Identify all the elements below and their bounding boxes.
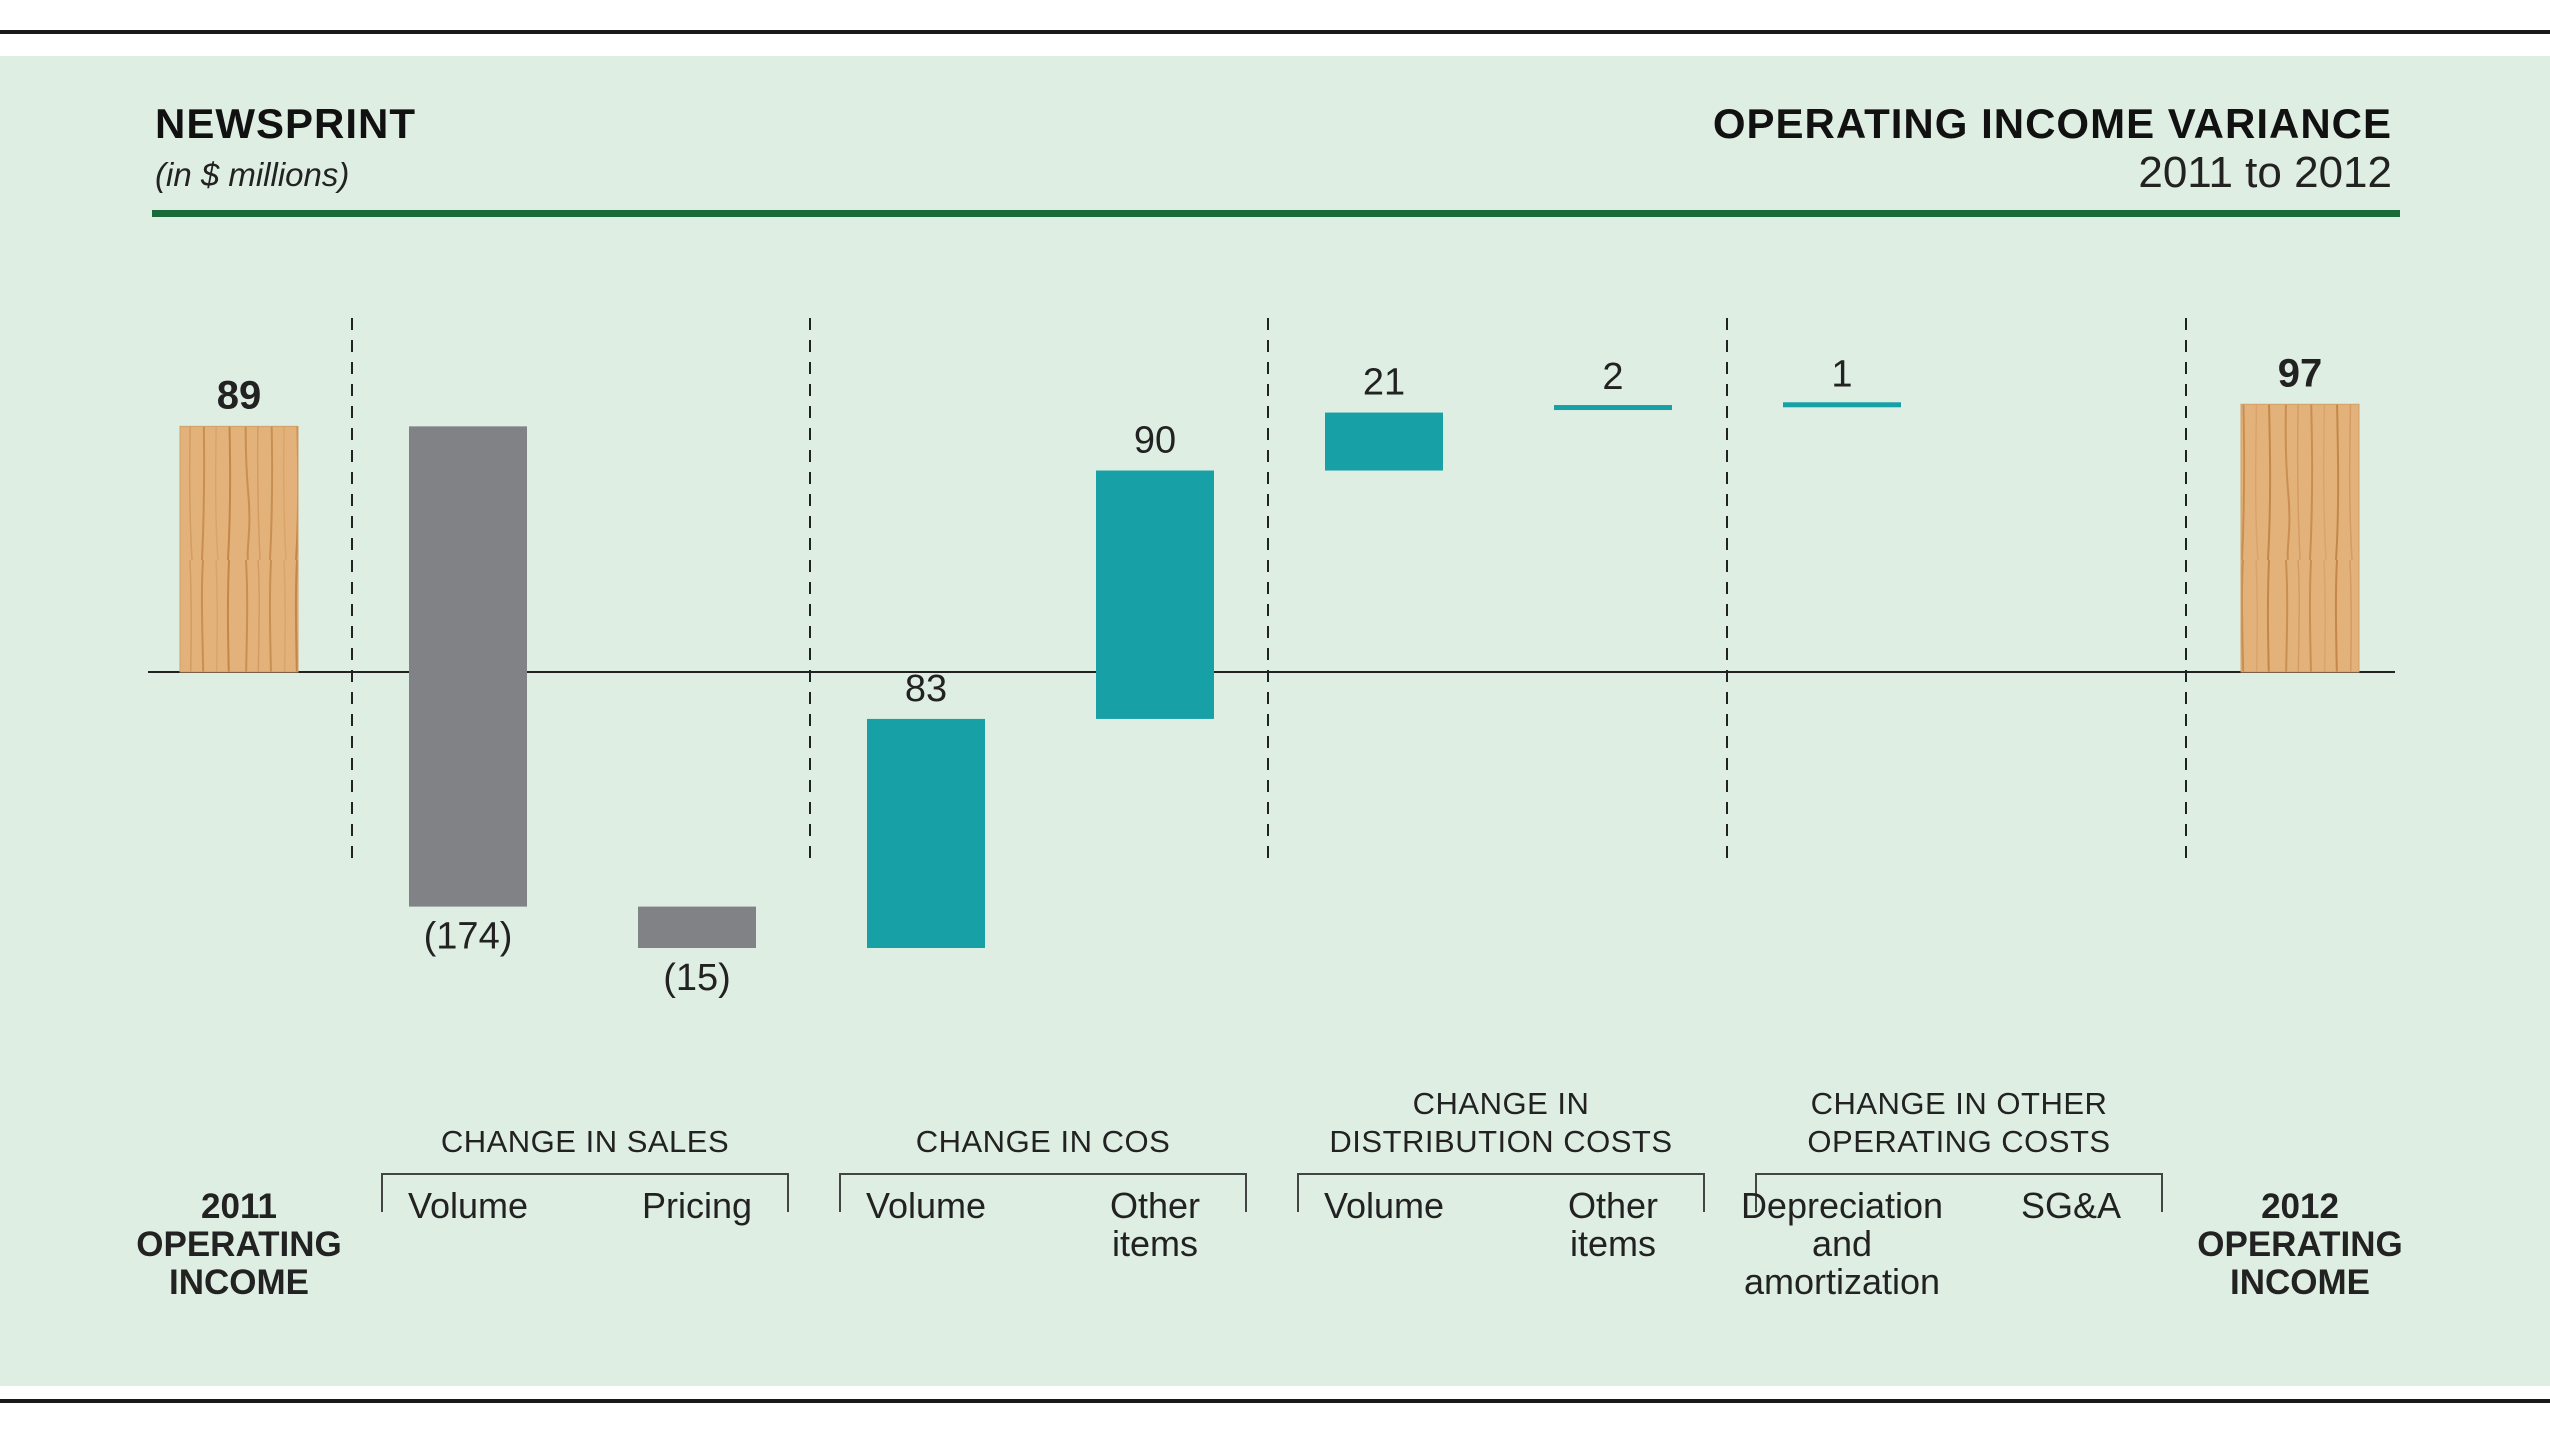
group-bracket-2 [839,1173,1247,1212]
value-label-1: (174) [424,916,513,958]
group-label-2: CHANGE IN COS [916,1124,1171,1159]
chart-title: NEWSPRINT [155,100,416,147]
category-label-4: Other [1110,1185,1200,1226]
category-label-7: and [1812,1223,1872,1264]
category-label-3: Volume [866,1185,986,1226]
category-label-0: 2011 [201,1187,277,1226]
category-label-2: Pricing [642,1185,752,1226]
bar-6-other-items [1554,405,1672,411]
bar-2-pricing [638,906,756,948]
category-label-6: Other [1568,1185,1658,1226]
value-label-5: 21 [1363,362,1405,404]
bar-4-other-items [1096,470,1214,719]
value-label-2: (15) [663,957,731,999]
value-label-6: 2 [1602,356,1623,398]
category-label-9: 2012 [2261,1187,2339,1226]
group-label-4: CHANGE IN OTHER [1811,1086,2108,1121]
value-label-7: 1 [1831,353,1852,395]
category-label-1: Volume [408,1185,528,1226]
category-label-5: Volume [1324,1185,1444,1226]
header-rule [152,210,2400,217]
category-label-4: items [1112,1223,1198,1264]
group-bracket-3 [1297,1173,1705,1212]
bar-3-volume [867,718,985,948]
bar-edge-0 [179,425,299,673]
group-label-1: CHANGE IN SALES [441,1124,729,1159]
chart-right-title: OPERATING INCOME VARIANCE [1712,100,2392,147]
category-label-7: amortization [1744,1261,1940,1302]
bar-7-depreciation-and-amortization [1783,402,1901,408]
value-label-4: 90 [1134,420,1176,462]
category-label-9: OPERATING [2197,1225,2402,1264]
value-label-9: 97 [2278,351,2323,395]
bar-9-2012-operating-income [2241,404,2359,672]
group-bracket-1 [381,1173,789,1212]
category-label-8: SG&A [2021,1185,2121,1226]
bottom-rule [0,1399,2550,1403]
category-label-9: INCOME [2230,1263,2370,1302]
chart-units: (in $ millions) [155,156,350,193]
bar-0-2011-operating-income [180,426,298,672]
group-bracket-4 [1755,1173,2163,1212]
value-label-0: 89 [217,373,262,417]
group-label-4: OPERATING COSTS [1807,1124,2110,1159]
top-rule [0,30,2550,34]
category-label-7: Depreciation [1741,1185,1943,1226]
category-label-0: INCOME [169,1263,309,1302]
bar-1-volume [409,426,527,907]
chart-period: 2011 to 2012 [2138,148,2392,197]
category-label-0: OPERATING [136,1225,341,1264]
bar-5-volume [1325,412,1443,471]
group-label-3: DISTRIBUTION COSTS [1329,1124,1672,1159]
value-label-3: 83 [905,668,947,710]
category-label-6: items [1570,1223,1656,1264]
bar-edge-9 [2240,403,2360,673]
group-label-3: CHANGE IN [1413,1086,1590,1121]
